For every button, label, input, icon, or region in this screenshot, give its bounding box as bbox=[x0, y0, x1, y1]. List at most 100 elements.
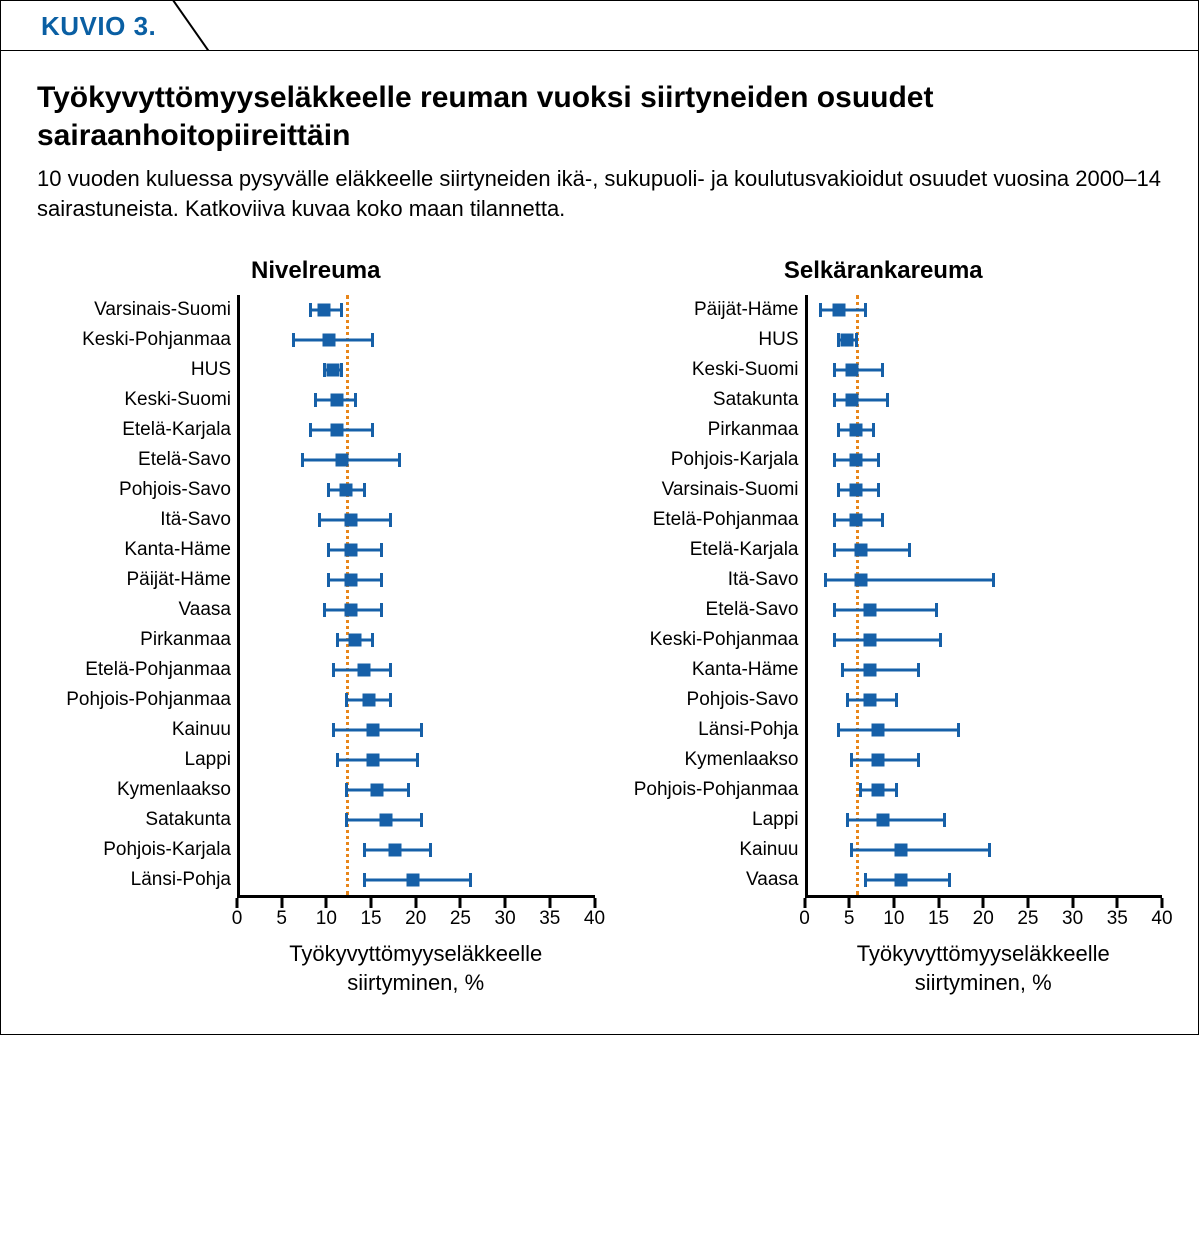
forest-item bbox=[240, 835, 595, 865]
x-tick-label: 15 bbox=[360, 908, 381, 930]
y-label: Itä-Savo bbox=[37, 505, 231, 535]
y-label: Länsi-Pohja bbox=[605, 715, 799, 745]
x-tick-label: 10 bbox=[883, 908, 904, 930]
ci-cap-low bbox=[332, 663, 335, 677]
ci-cap-low bbox=[336, 753, 339, 767]
point-marker bbox=[335, 454, 348, 467]
x-tick bbox=[982, 898, 985, 908]
x-tick bbox=[593, 898, 596, 908]
ci-cap-high bbox=[371, 633, 374, 647]
ci-cap-low bbox=[864, 873, 867, 887]
x-axis-label: Työkyvyttömyyseläkkeellesiirtyminen, % bbox=[237, 940, 595, 997]
ci-whisker bbox=[847, 819, 944, 822]
ci-cap-high bbox=[380, 543, 383, 557]
ci-cap-low bbox=[850, 843, 853, 857]
x-tick-label: 0 bbox=[799, 908, 810, 930]
ci-cap-high bbox=[389, 513, 392, 527]
x-tick-label: 30 bbox=[495, 908, 516, 930]
forest-item bbox=[808, 505, 1163, 535]
ci-cap-low bbox=[833, 633, 836, 647]
x-axis: 0510152025303540 bbox=[605, 895, 1163, 932]
forest-item bbox=[240, 385, 595, 415]
x-tick-label: 20 bbox=[973, 908, 994, 930]
ci-cap-high bbox=[407, 783, 410, 797]
y-label: Pohjois-Savo bbox=[605, 685, 799, 715]
plot-row: Päijät-HämeHUSKeski-SuomiSatakuntaPirkan… bbox=[605, 295, 1163, 895]
ci-cap-low bbox=[327, 573, 330, 587]
forest-item bbox=[808, 475, 1163, 505]
ci-cap-high bbox=[917, 753, 920, 767]
x-tick-label: 25 bbox=[1017, 908, 1038, 930]
ci-cap-high bbox=[872, 423, 875, 437]
ci-whisker bbox=[834, 399, 887, 402]
forest-item bbox=[808, 595, 1163, 625]
ci-cap-high bbox=[948, 873, 951, 887]
point-marker bbox=[322, 334, 335, 347]
x-ticks: 0510152025303540 bbox=[237, 898, 595, 932]
x-tick-label: 10 bbox=[316, 908, 337, 930]
x-tick bbox=[236, 898, 239, 908]
point-marker bbox=[854, 574, 867, 587]
point-marker bbox=[850, 424, 863, 437]
forest-item bbox=[808, 325, 1163, 355]
x-tick bbox=[548, 898, 551, 908]
ci-cap-high bbox=[988, 843, 991, 857]
y-label: Keski-Pohjanmaa bbox=[37, 325, 231, 355]
forest-item bbox=[808, 835, 1163, 865]
ci-cap-low bbox=[345, 693, 348, 707]
ci-cap-low bbox=[833, 603, 836, 617]
ci-cap-low bbox=[837, 333, 840, 347]
point-marker bbox=[894, 874, 907, 887]
ci-cap-low bbox=[824, 573, 827, 587]
ci-cap-high bbox=[992, 573, 995, 587]
y-label: Keski-Suomi bbox=[37, 385, 231, 415]
panels-row: NivelreumaVarsinais-SuomiKeski-Pohjanmaa… bbox=[37, 257, 1162, 997]
point-marker bbox=[894, 844, 907, 857]
ci-cap-high bbox=[877, 483, 880, 497]
x-tick-label: 35 bbox=[539, 908, 560, 930]
ci-cap-low bbox=[309, 303, 312, 317]
ci-cap-low bbox=[833, 393, 836, 407]
x-tick bbox=[848, 898, 851, 908]
ci-cap-low bbox=[841, 663, 844, 677]
forest-item bbox=[808, 625, 1163, 655]
x-tick bbox=[803, 898, 806, 908]
ci-cap-high bbox=[881, 363, 884, 377]
ci-whisker bbox=[852, 849, 989, 852]
ci-cap-low bbox=[323, 363, 326, 377]
ci-cap-low bbox=[332, 723, 335, 737]
x-tick-label: 20 bbox=[405, 908, 426, 930]
forest-item bbox=[808, 775, 1163, 805]
y-label: Päijät-Häme bbox=[37, 565, 231, 595]
point-marker bbox=[854, 544, 867, 557]
y-label: HUS bbox=[605, 325, 799, 355]
x-tick bbox=[459, 898, 462, 908]
ci-cap-high bbox=[886, 393, 889, 407]
y-label: Lappi bbox=[37, 745, 231, 775]
panel-title: Nivelreuma bbox=[37, 257, 595, 285]
ci-cap-low bbox=[327, 543, 330, 557]
ci-cap-low bbox=[301, 453, 304, 467]
x-tick bbox=[325, 898, 328, 908]
forest-item bbox=[808, 685, 1163, 715]
ci-cap-high bbox=[881, 513, 884, 527]
ci-cap-high bbox=[354, 393, 357, 407]
forest-item bbox=[808, 715, 1163, 745]
forest-item bbox=[240, 355, 595, 385]
point-marker bbox=[331, 424, 344, 437]
x-tick-label: 40 bbox=[584, 908, 605, 930]
ci-whisker bbox=[825, 579, 993, 582]
y-label: Varsinais-Suomi bbox=[605, 475, 799, 505]
ci-cap-high bbox=[917, 663, 920, 677]
y-label: Länsi-Pohja bbox=[37, 865, 231, 895]
figure-body: Työkyvyttömyyseläkkeelle reuman vuoksi s… bbox=[1, 51, 1198, 1034]
forest-item bbox=[240, 625, 595, 655]
point-marker bbox=[863, 694, 876, 707]
y-label: Varsinais-Suomi bbox=[37, 295, 231, 325]
figure-container: KUVIO 3. Työkyvyttömyyseläkkeelle reuman… bbox=[0, 0, 1199, 1035]
x-axis: 0510152025303540 bbox=[37, 895, 595, 932]
y-label: Päijät-Häme bbox=[605, 295, 799, 325]
ci-cap-low bbox=[833, 453, 836, 467]
x-tick-label: 35 bbox=[1107, 908, 1128, 930]
figure-tab: KUVIO 3. bbox=[1, 1, 1198, 51]
